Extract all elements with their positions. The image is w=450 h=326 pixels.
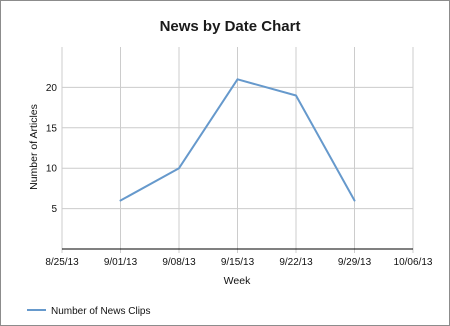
legend: Number of News Clips — [27, 306, 150, 317]
x-axis-ticks: 8/25/13 9/01/13 9/08/13 9/15/13 9/22/13 9/29/… — [45, 257, 433, 268]
y-axis-ticks: 5 10 15 20 — [46, 83, 58, 215]
series-line — [119, 78, 356, 202]
series-layer — [119, 78, 356, 202]
y-tick-label: 5 — [51, 204, 57, 215]
y-tick-label: 15 — [46, 123, 58, 134]
x-axis-label: Week — [224, 275, 251, 287]
x-tick-label: 9/22/13 — [279, 257, 313, 268]
y-tick-label: 10 — [46, 164, 58, 175]
x-tick-label: 10/06/13 — [394, 257, 433, 268]
legend-item-label: Number of News Clips — [51, 306, 150, 317]
y-tick-label: 20 — [46, 83, 58, 94]
y-axis-label: Number of Articles — [28, 104, 40, 190]
grid-lines — [61, 47, 414, 253]
x-tick-label: 9/08/13 — [162, 257, 196, 268]
x-tick-label: 9/01/13 — [104, 257, 138, 268]
x-tick-label: 9/29/13 — [338, 257, 372, 268]
chart-title: News by Date Chart — [160, 18, 301, 35]
x-tick-label: 9/15/13 — [221, 257, 255, 268]
x-tick-label: 8/25/13 — [45, 257, 79, 268]
